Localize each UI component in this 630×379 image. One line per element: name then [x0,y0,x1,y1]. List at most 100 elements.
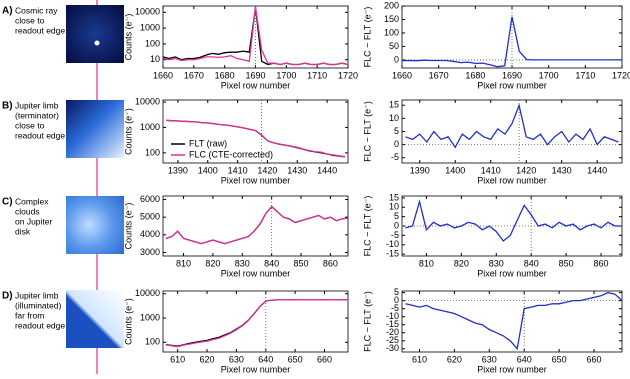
panel-caption: disk [15,226,31,236]
x-tick-label: 1410 [228,165,248,175]
y-tick-label: 15 [389,100,399,110]
series-line [402,16,622,68]
x-tick-label: 1720 [612,70,630,80]
cosmic-ray [94,40,100,46]
y-tick-label: 0 [394,139,399,149]
y-tick-label: 150 [384,14,399,24]
y-tick-label: 6000 [140,194,160,204]
series-line [165,299,348,347]
y-tick-label: 1000 [140,22,160,32]
y-tick-label: -5 [391,303,399,313]
x-tick-label: 1700 [539,70,559,80]
y-axis-label: Counts (e⁻) [123,14,133,61]
panel-label: A) [2,6,13,17]
panel-caption: readout edge [15,320,65,330]
x-tick-label: 840 [524,258,539,268]
y-tick-label: 5 [394,287,399,297]
x-tick-label: 1720 [338,70,358,80]
y-tick-label: -15 [386,249,399,259]
x-tick-label: 650 [288,354,303,364]
x-tick-label: 1680 [215,70,235,80]
x-axis-label: Pixel row number [221,364,291,374]
x-axis-label: Pixel row number [221,175,291,185]
y-axis-label: FLC − FLT (e⁻) [362,7,372,68]
y-tick-label: 100 [145,337,160,347]
x-axis-label: Pixel row number [477,175,547,185]
thumbnails [66,5,124,348]
x-tick-label: 1420 [516,165,536,175]
y-tick-label: 0 [394,220,399,230]
y-tick-label: -25 [386,335,399,345]
x-tick-label: 1390 [410,165,430,175]
x-axis-label: Pixel row number [477,364,547,374]
y-tick-label: 0 [394,295,399,305]
x-tick-label: 1670 [429,70,449,80]
y-tick-label: 50 [389,41,399,51]
x-tick-label: 630 [229,354,244,364]
panel-caption: readout edge [15,25,65,35]
panel-label: D) [2,291,13,302]
x-tick-label: 860 [594,258,609,268]
series-line [165,205,348,245]
x-tick-label: 630 [482,354,497,364]
y-tick-label: 100 [145,38,160,48]
x-tick-label: 1690 [502,70,522,80]
y-tick-label: 1000 [140,312,160,322]
x-tick-label: 650 [552,354,567,364]
x-tick-label: 820 [454,258,469,268]
y-tick-label: 1000 [140,122,160,132]
y-tick-label: -20 [386,327,399,337]
y-tick-label: -30 [386,343,399,353]
x-tick-label: 840 [264,258,279,268]
y-tick-label: -10 [386,239,399,249]
y-tick-label: 10 [389,113,399,123]
thumbnail [66,5,124,63]
x-tick-label: 850 [294,258,309,268]
y-axis-label: Counts (e⁻) [123,108,133,155]
panel-caption: close to [15,120,45,130]
x-tick-label: 1670 [184,70,204,80]
series-line [405,199,622,242]
panel-label: C) [2,197,13,208]
x-axis-label: Pixel row number [477,268,547,278]
series-line [405,291,622,351]
y-axis-label: FLC − FLT (e⁻) [362,196,372,257]
y-tick-label: 100 [384,27,399,37]
x-tick-label: 1430 [552,165,572,175]
panel-caption: readout edge [15,130,65,140]
y-tick-label: 100 [145,147,160,157]
x-tick-label: 640 [517,354,532,364]
panel-caption: Complex [15,196,49,206]
series-line [405,103,619,149]
x-tick-label: 1390 [168,165,188,175]
y-axis-label: FLC − FLT (e⁻) [362,101,372,162]
panel-caption: far from [15,310,44,320]
thumbnail [66,196,124,254]
x-axis-label: Pixel row number [221,268,291,278]
x-axis-label: Pixel row number [477,80,547,90]
series-line [163,6,348,66]
y-tick-label: 10 [150,54,160,64]
x-tick-label: 620 [200,354,215,364]
y-tick-label: -5 [391,152,399,162]
x-tick-label: 1410 [481,165,501,175]
x-tick-label: 1400 [445,165,465,175]
plot-frame [162,290,349,353]
x-tick-label: 820 [205,258,220,268]
panel-caption: Jupiter limb [15,100,59,110]
y-tick-label: 10 [389,202,399,212]
x-tick-label: 1420 [257,165,277,175]
y-tick-label: 10000 [135,7,160,17]
x-tick-label: 810 [419,258,434,268]
panel-caption: (terminator) [15,110,59,120]
x-tick-label: 860 [323,258,338,268]
legend-label: FLT (raw) [189,138,227,148]
x-tick-label: 620 [447,354,462,364]
y-tick-label: 5 [394,126,399,136]
y-tick-label: -10 [386,311,399,321]
thumbnail [66,290,124,348]
x-tick-label: 610 [170,354,185,364]
series-line [165,205,348,245]
y-tick-label: -15 [386,319,399,329]
panel-label: B) [2,101,13,112]
